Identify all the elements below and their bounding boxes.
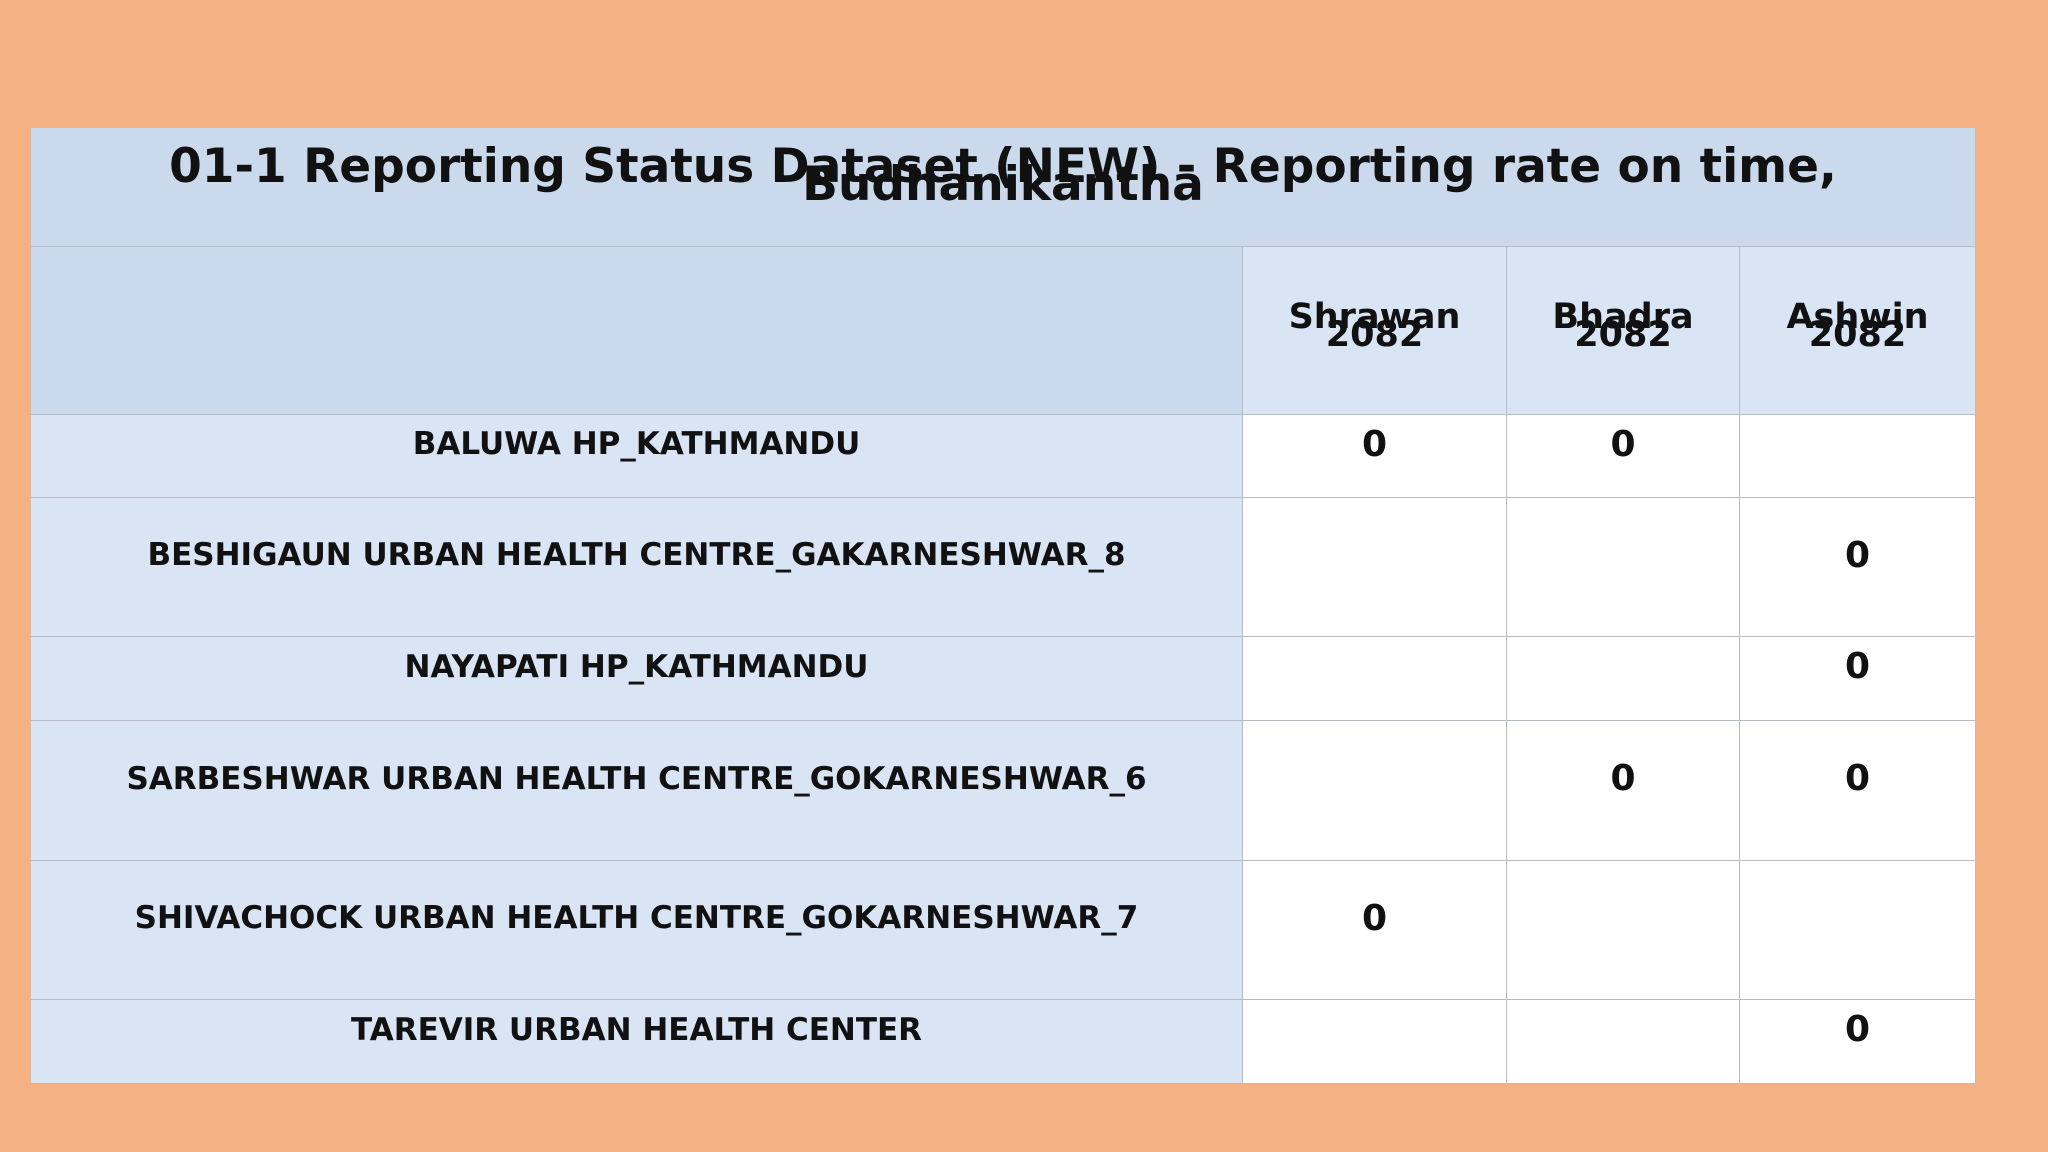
value-cell: 0	[1740, 721, 1976, 861]
value-cell: 0	[1243, 861, 1507, 1000]
header-corner	[31, 247, 1243, 415]
value-cell	[1243, 637, 1507, 721]
row-label: SHIVACHOCK URBAN HEALTH CENTRE_GOKARNESH…	[31, 861, 1243, 1000]
column-header: Shrawan 2082	[1243, 247, 1507, 415]
row-label: BESHIGAUN URBAN HEALTH CENTRE_GAKARNESHW…	[31, 498, 1243, 637]
value-cell: 0	[1507, 721, 1740, 861]
row-label: TAREVIR URBAN HEALTH CENTER	[31, 1000, 1243, 1084]
column-header: Ashwin 2082	[1740, 247, 1976, 415]
value-cell	[1243, 721, 1507, 861]
value-cell: 0	[1740, 637, 1976, 721]
row-label: SARBESHWAR URBAN HEALTH CENTRE_GOKARNESH…	[31, 721, 1243, 861]
value-cell	[1507, 1000, 1740, 1084]
value-cell	[1507, 498, 1740, 637]
value-cell	[1507, 637, 1740, 721]
row-label: NAYAPATI HP_KATHMANDU	[31, 637, 1243, 721]
value-cell: 0	[1507, 415, 1740, 498]
column-header: Bhadra 2082	[1507, 247, 1740, 415]
value-cell: 0	[1740, 498, 1976, 637]
table-title: 01-1 Reporting Status Dataset (NEW) - Re…	[31, 128, 1976, 247]
row-label: BALUWA HP_KATHMANDU	[31, 415, 1243, 498]
value-cell	[1740, 415, 1976, 498]
value-cell	[1243, 498, 1507, 637]
value-cell	[1507, 861, 1740, 1000]
value-cell: 0	[1243, 415, 1507, 498]
value-cell: 0	[1740, 1000, 1976, 1084]
report-table: 01-1 Reporting Status Dataset (NEW) - Re…	[31, 128, 1976, 1084]
value-cell	[1243, 1000, 1507, 1084]
value-cell	[1740, 861, 1976, 1000]
